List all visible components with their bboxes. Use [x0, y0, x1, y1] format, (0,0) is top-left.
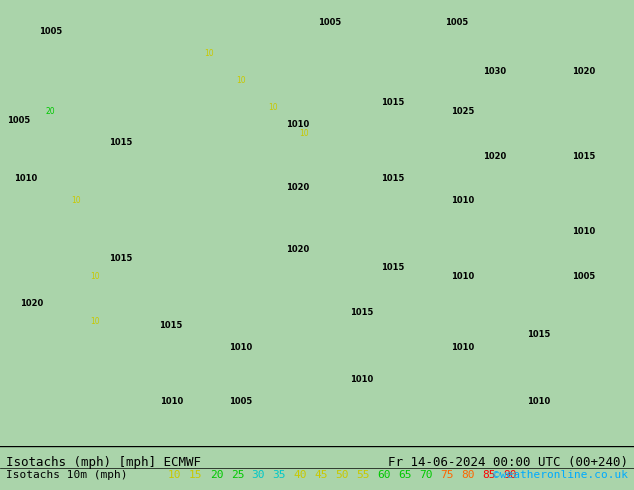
Text: 1010: 1010 — [14, 174, 37, 183]
Text: 1015: 1015 — [160, 321, 183, 330]
Text: 35: 35 — [273, 470, 286, 480]
Text: 80: 80 — [461, 470, 474, 480]
Text: 15: 15 — [189, 470, 202, 480]
Text: 1020: 1020 — [20, 299, 43, 308]
Text: ©weatheronline.co.uk: ©weatheronline.co.uk — [493, 470, 628, 480]
Text: 30: 30 — [252, 470, 265, 480]
Text: 1025: 1025 — [451, 107, 474, 116]
Text: 1015: 1015 — [350, 308, 373, 317]
Text: 1015: 1015 — [109, 138, 132, 147]
Text: 1020: 1020 — [572, 67, 595, 76]
Text: 10: 10 — [71, 196, 81, 205]
Text: 1010: 1010 — [451, 343, 474, 352]
Text: 10: 10 — [204, 49, 214, 58]
Text: 10: 10 — [168, 470, 181, 480]
Text: 10: 10 — [299, 129, 309, 138]
Text: 20: 20 — [210, 470, 223, 480]
Text: 1015: 1015 — [382, 98, 404, 107]
Text: 1010: 1010 — [572, 227, 595, 236]
Text: 1005: 1005 — [318, 18, 341, 27]
Text: Isotachs (mph) [mph] ECMWF: Isotachs (mph) [mph] ECMWF — [6, 456, 202, 468]
Text: 1010: 1010 — [451, 272, 474, 281]
Text: 65: 65 — [398, 470, 411, 480]
Text: 1005: 1005 — [230, 397, 252, 406]
Text: 1020: 1020 — [483, 151, 506, 161]
Text: 45: 45 — [314, 470, 328, 480]
Text: 1015: 1015 — [572, 151, 595, 161]
Text: 1005: 1005 — [445, 18, 468, 27]
Text: 1010: 1010 — [160, 397, 183, 406]
Text: 1010: 1010 — [287, 121, 309, 129]
Text: 1015: 1015 — [109, 254, 132, 263]
Text: 1010: 1010 — [451, 196, 474, 205]
Text: 10: 10 — [90, 317, 100, 325]
Text: 55: 55 — [356, 470, 370, 480]
Text: 90: 90 — [503, 470, 516, 480]
Text: 1030: 1030 — [483, 67, 506, 76]
Text: Isotachs 10m (mph): Isotachs 10m (mph) — [6, 470, 128, 480]
Text: 1010: 1010 — [230, 343, 252, 352]
Text: 10: 10 — [268, 102, 278, 112]
Text: 40: 40 — [294, 470, 307, 480]
Text: 1005: 1005 — [572, 272, 595, 281]
Text: 1010: 1010 — [350, 374, 373, 384]
Text: 70: 70 — [419, 470, 432, 480]
Text: 1015: 1015 — [527, 330, 550, 339]
Text: 1020: 1020 — [287, 183, 309, 192]
Text: 60: 60 — [377, 470, 391, 480]
Text: 1010: 1010 — [527, 397, 550, 406]
Text: 75: 75 — [440, 470, 453, 480]
Text: 10: 10 — [236, 76, 246, 85]
Text: 1005: 1005 — [39, 27, 62, 36]
Text: 25: 25 — [231, 470, 244, 480]
Text: 85: 85 — [482, 470, 495, 480]
Text: 10: 10 — [90, 272, 100, 281]
Text: 20: 20 — [46, 107, 56, 116]
Text: 1005: 1005 — [8, 116, 30, 125]
Text: 1015: 1015 — [382, 174, 404, 183]
Text: 50: 50 — [335, 470, 349, 480]
Text: 1020: 1020 — [287, 245, 309, 254]
Text: Fr 14-06-2024 00:00 UTC (00+240): Fr 14-06-2024 00:00 UTC (00+240) — [387, 456, 628, 468]
Text: 1015: 1015 — [382, 263, 404, 272]
